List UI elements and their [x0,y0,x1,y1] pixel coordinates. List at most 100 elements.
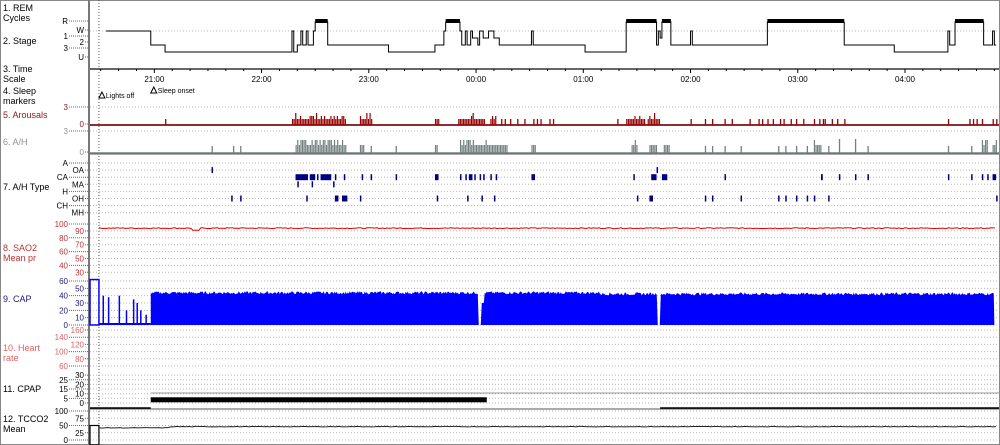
row-label-ah-type[interactable]: 7. A/H Type [3,182,50,192]
arousal-event [483,119,485,125]
arousal-event [309,116,311,125]
ah-event [309,145,312,153]
row-label-cpap[interactable]: 11. CPAP [3,384,42,394]
sao2-scale-label: 50 [75,255,84,264]
stage-level-label: 1 [64,32,69,41]
arousal-event [711,119,714,125]
row-label-ah[interactable]: 6. A/H [3,137,28,147]
ah-type-event [651,174,657,181]
arousal-event [639,116,641,125]
ah-event [240,146,242,153]
arousal-event [652,119,654,125]
arousal-event [552,119,555,125]
ah-event [740,146,742,153]
arousal-event [341,116,343,125]
ah-type-event [483,174,485,181]
ah-type-event [467,195,469,202]
ah-event [343,145,345,153]
row-label-cap[interactable]: 9. CAP [3,294,32,304]
ah-event [232,146,235,153]
ah-event [490,145,492,153]
row-label-sao2[interactable]: 8. SAO2 Mean pr [3,243,38,263]
arousal-event [626,119,628,125]
ah-event [654,145,656,153]
ah-event [469,140,471,153]
arousal-event [312,116,314,125]
ah-type-event [996,195,998,202]
ah-event [471,145,473,153]
sao2-scale-label: 30 [75,268,84,277]
marker-triangle-icon [98,90,106,99]
cpap-scale-label: 5 [64,394,69,403]
stage-level-label: 3 [64,44,69,53]
arousal-event [837,119,839,125]
ah-type-event [795,195,798,202]
arousal-event [510,119,512,125]
ah-event [867,146,869,153]
row-label-arousals[interactable]: 5. Arousals [3,110,48,120]
arousal-event [536,119,539,125]
arousal-event [629,119,631,125]
arousal-event [307,119,310,125]
ah-event [303,140,305,153]
heart-rate-scale-label: 160 [71,326,85,335]
arousal-event [364,119,366,125]
ah-type-label: CH [56,202,68,211]
ah-type-label: MA [72,180,85,189]
ah-event [778,146,780,153]
ah-event [838,139,841,153]
ah-type-event [231,195,233,202]
ah-event [338,145,340,153]
arousal-event [458,119,460,125]
ah-event [496,145,498,153]
ah-event [475,145,478,153]
arousal-event [322,119,324,125]
ah-type-event [316,174,319,181]
heart-rate-scale-label: 140 [55,333,69,342]
row-label-tcco2[interactable]: 12. TCCO2 Mean [3,414,49,434]
ah-event [992,145,994,153]
arousal-event [649,116,651,125]
ah-event [947,146,950,153]
ah-event [495,145,497,153]
ah-type-event [785,195,787,202]
arousal-event [724,119,726,125]
row-label-rem-cycles[interactable]: 1. REM Cycles [3,3,34,23]
ah-event [313,145,315,153]
ah-type-event [493,195,496,202]
ah-type-event [987,174,989,181]
ah-type-label: OH [72,195,84,204]
arousal-event [632,119,634,125]
row-label-heart-rate[interactable]: 10. Heart rate [3,343,41,363]
row-label-sleep-markers[interactable]: 4. Sleep markers [3,86,37,106]
ah-event [666,145,669,153]
cap-spike [136,303,138,325]
ah-event [631,145,633,153]
arousal-event [333,116,335,125]
arousal-event [549,119,551,125]
ah-type-event [474,174,476,181]
arousal-event [634,116,636,125]
row-label-time-scale[interactable]: 3. Time Scale [3,64,33,84]
sleep-marker-lights-off: Lights off [106,93,134,100]
stage-level-label: W [76,26,84,35]
arousal-event [762,119,764,125]
ah-event [533,145,535,153]
time-label: 02:00 [681,75,702,84]
ah-type-label: A [63,159,69,168]
ah-event [459,140,462,153]
arousal-event [478,119,481,125]
arousal-event [343,116,345,125]
ah-type-event [465,174,467,181]
ah-type-event [395,174,398,181]
arousal-event [335,119,337,125]
ah-event [317,145,320,153]
ah-event [806,146,808,153]
ah-type-event [854,174,857,181]
ah-type-event [828,195,830,202]
row-label-stage[interactable]: 2. Stage [3,36,37,46]
ah-event [785,146,787,153]
ah-type-event [971,174,973,181]
ah-scale-label: 0 [80,148,85,157]
ah-type-event [820,174,823,181]
